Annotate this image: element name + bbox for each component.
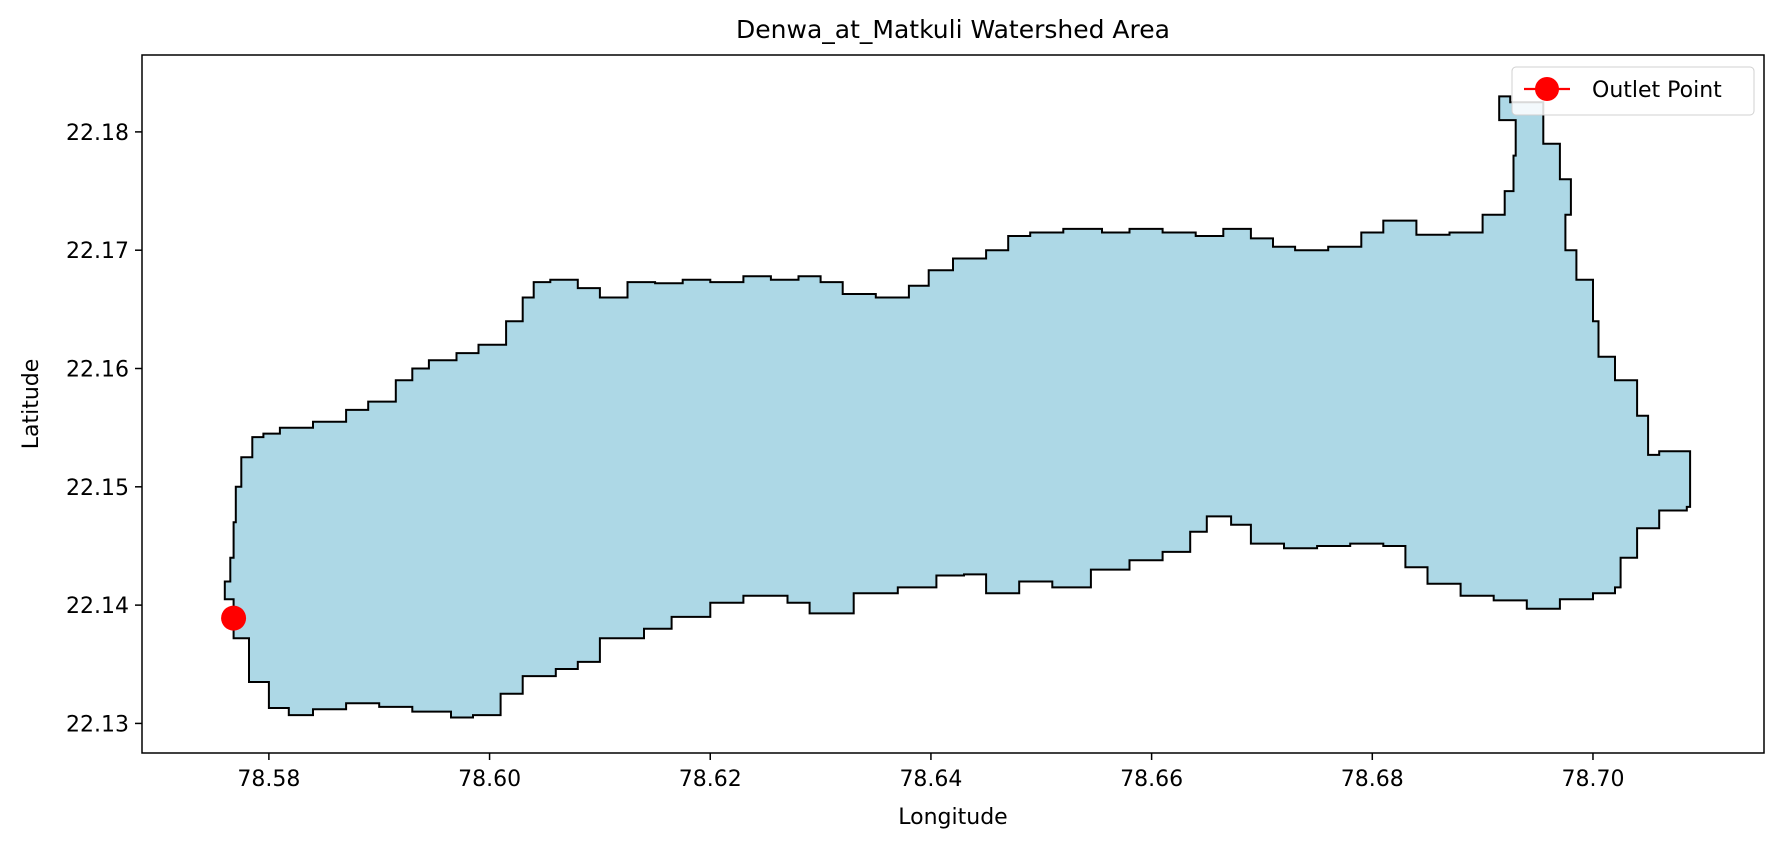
x-tick-label: 78.66 xyxy=(1120,767,1183,792)
watershed-polygon xyxy=(223,95,1692,719)
legend-label-outlet-point: Outlet Point xyxy=(1592,78,1722,103)
x-axis-label: Longitude xyxy=(898,805,1007,830)
x-tick-label: 78.68 xyxy=(1341,767,1404,792)
legend-box xyxy=(1511,66,1755,116)
outlet-layer xyxy=(221,605,247,631)
legend: Outlet Point xyxy=(1511,66,1755,116)
chart-title: Denwa_at_Matkuli Watershed Area xyxy=(736,15,1170,44)
axes-frame xyxy=(141,54,1765,754)
x-tick-label: 78.58 xyxy=(237,767,300,792)
y-axis-label: Latitude xyxy=(19,359,44,450)
y-tick-label: 22.13 xyxy=(66,712,129,737)
y-tick-label: 22.18 xyxy=(66,121,129,146)
outlet-point-marker xyxy=(221,605,247,631)
x-tick-label: 78.64 xyxy=(899,767,962,792)
y-tick-label: 22.17 xyxy=(66,239,129,264)
x-axis-ticks: 78.58 78.60 78.62 78.64 78.66 78.68 78.70 xyxy=(237,753,1624,792)
x-tick-label: 78.60 xyxy=(458,767,521,792)
y-axis-ticks: 22.13 22.14 22.15 22.16 22.17 22.18 xyxy=(66,121,142,737)
y-tick-label: 22.15 xyxy=(66,476,129,501)
legend-point-marker xyxy=(1535,77,1559,101)
y-tick-label: 22.14 xyxy=(66,594,129,619)
x-tick-label: 78.62 xyxy=(679,767,742,792)
x-tick-label: 78.70 xyxy=(1561,767,1624,792)
y-tick-label: 22.16 xyxy=(66,358,129,383)
plot-area xyxy=(221,95,1692,719)
